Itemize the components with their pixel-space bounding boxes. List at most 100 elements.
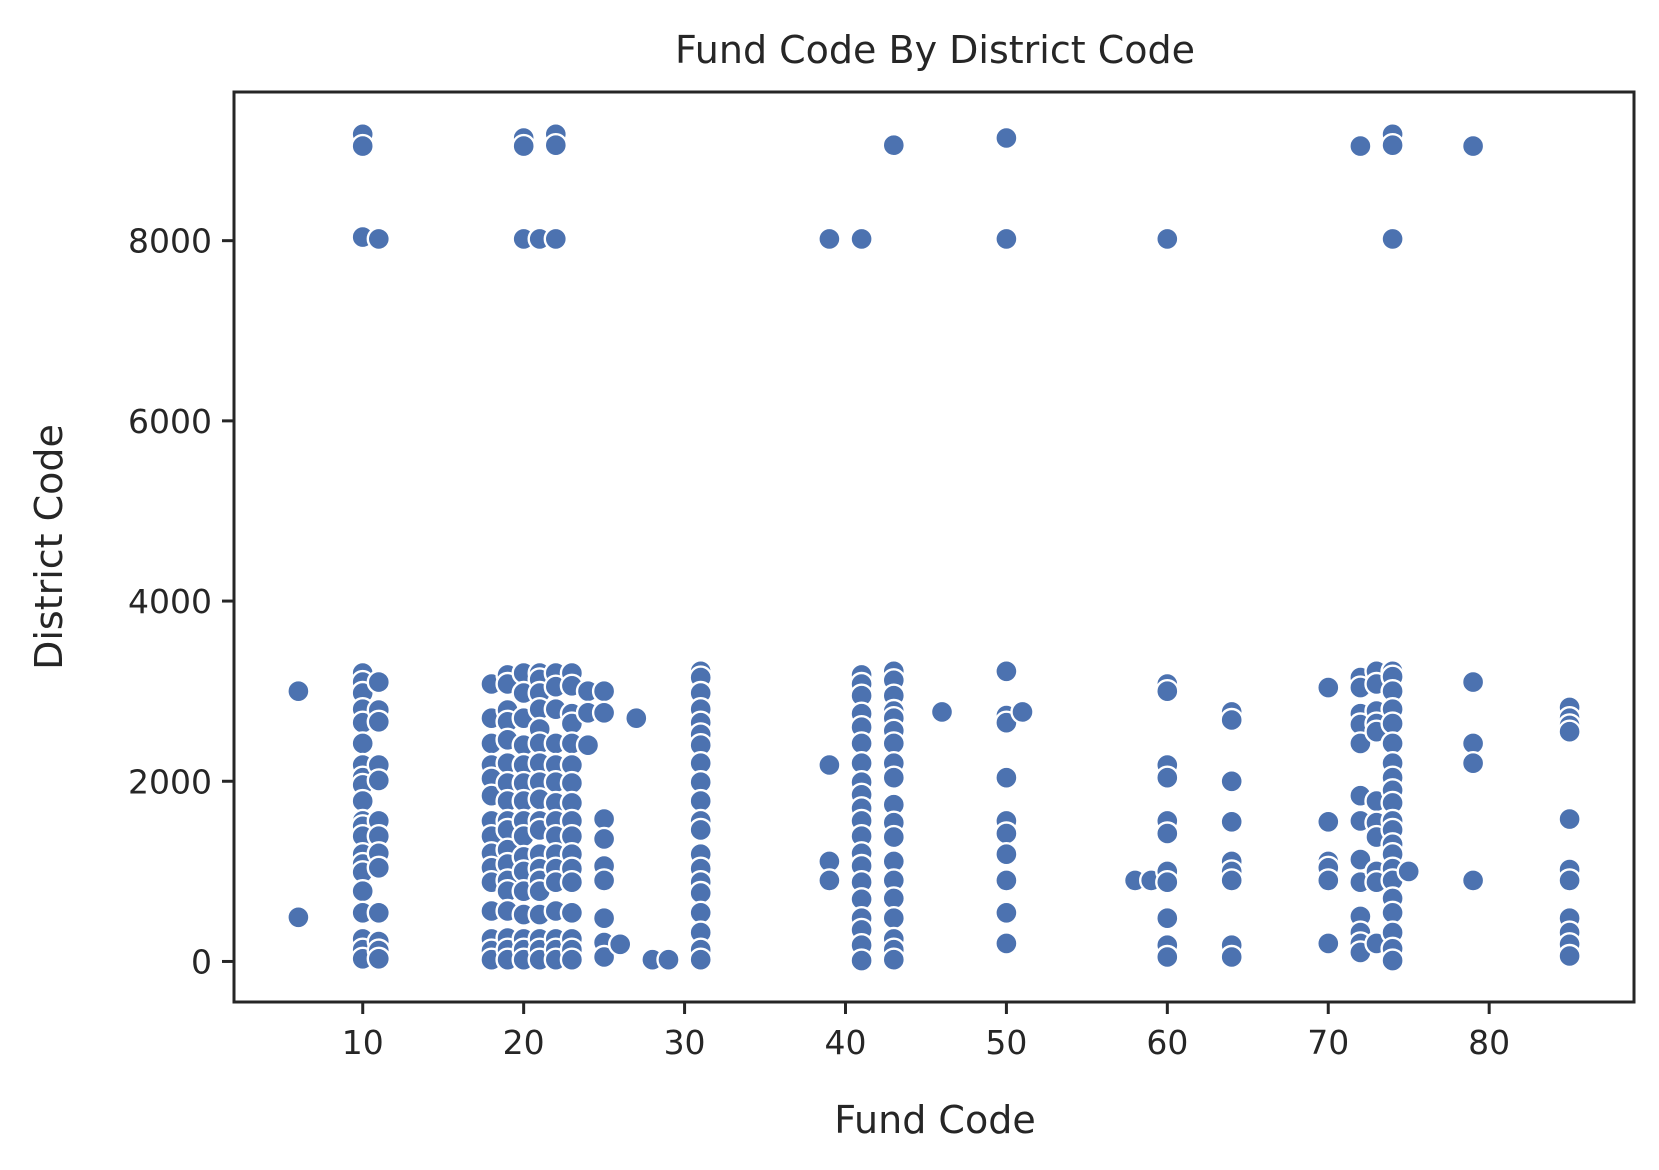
y-tick-label: 6000 bbox=[128, 402, 212, 441]
data-point bbox=[591, 944, 617, 970]
plot-frame bbox=[232, 90, 1636, 1004]
data-point bbox=[286, 679, 311, 704]
data-point bbox=[1460, 133, 1486, 159]
data-point bbox=[817, 868, 842, 893]
data-point bbox=[350, 879, 375, 904]
data-point bbox=[994, 900, 1019, 925]
data-point bbox=[1316, 868, 1341, 893]
data-point bbox=[994, 931, 1019, 956]
data-point bbox=[591, 679, 617, 704]
data-point bbox=[817, 752, 842, 778]
x-tick-label: 60 bbox=[1146, 1023, 1188, 1062]
data-point bbox=[881, 947, 906, 972]
x-tick-label: 70 bbox=[1307, 1023, 1349, 1062]
data-point bbox=[688, 817, 713, 843]
data-point bbox=[849, 948, 874, 973]
x-tick-label: 10 bbox=[342, 1023, 384, 1062]
data-point bbox=[1316, 809, 1341, 834]
data-point bbox=[994, 821, 1019, 846]
data-point bbox=[543, 226, 568, 252]
data-point bbox=[1557, 719, 1582, 744]
data-point bbox=[1380, 948, 1405, 973]
data-point bbox=[881, 132, 906, 158]
x-tick-label: 20 bbox=[503, 1023, 545, 1062]
data-point bbox=[1155, 906, 1180, 931]
data-point bbox=[994, 659, 1019, 684]
data-point bbox=[286, 905, 311, 930]
data-point bbox=[1155, 944, 1180, 970]
data-point bbox=[366, 768, 391, 793]
data-point bbox=[559, 870, 585, 895]
data-point bbox=[624, 706, 649, 731]
data-point bbox=[366, 226, 391, 252]
data-point bbox=[366, 709, 391, 734]
chart-title: Fund Code By District Code bbox=[675, 28, 1195, 72]
data-point bbox=[559, 900, 585, 925]
data-point bbox=[350, 731, 375, 756]
data-point bbox=[366, 900, 391, 925]
data-point bbox=[608, 932, 633, 957]
data-point bbox=[929, 699, 955, 725]
data-point bbox=[559, 947, 585, 972]
data-point bbox=[1219, 809, 1244, 834]
data-point bbox=[1219, 707, 1244, 733]
x-tick-label: 80 bbox=[1468, 1023, 1510, 1062]
data-point bbox=[1219, 868, 1244, 893]
data-point bbox=[817, 226, 842, 252]
data-point bbox=[1155, 821, 1180, 846]
y-tick-label: 0 bbox=[191, 942, 212, 981]
x-tick-label: 50 bbox=[985, 1023, 1027, 1062]
data-point bbox=[1380, 132, 1405, 158]
data-point bbox=[591, 868, 617, 893]
data-point bbox=[1460, 868, 1486, 893]
data-point bbox=[591, 906, 617, 931]
data-point bbox=[350, 133, 375, 159]
data-point bbox=[656, 947, 681, 972]
data-point bbox=[1155, 226, 1180, 252]
data-point bbox=[1155, 679, 1180, 704]
data-point bbox=[511, 133, 536, 159]
data-point bbox=[881, 824, 906, 850]
data-point bbox=[1396, 859, 1421, 884]
y-axis-label: District Code bbox=[27, 424, 71, 670]
data-point bbox=[1010, 699, 1035, 725]
data-point bbox=[688, 947, 713, 972]
data-point bbox=[994, 868, 1019, 893]
data-point bbox=[994, 842, 1019, 867]
x-tick-label: 40 bbox=[824, 1023, 866, 1062]
data-point bbox=[1155, 870, 1180, 895]
data-point bbox=[1557, 943, 1582, 969]
data-point bbox=[1380, 226, 1405, 252]
data-point bbox=[366, 855, 391, 880]
points-layer bbox=[286, 122, 1582, 973]
data-point bbox=[1155, 765, 1180, 790]
x-tick-label: 30 bbox=[664, 1023, 706, 1062]
data-point bbox=[366, 669, 391, 695]
y-tick-label: 2000 bbox=[128, 762, 212, 801]
data-point bbox=[1316, 675, 1341, 700]
x-axis-label: Fund Code bbox=[834, 1098, 1035, 1142]
data-point bbox=[994, 125, 1019, 151]
data-point bbox=[1557, 868, 1582, 893]
data-point bbox=[1316, 931, 1341, 956]
y-tick-label: 4000 bbox=[128, 582, 212, 621]
data-point bbox=[543, 132, 568, 158]
data-point bbox=[591, 826, 617, 852]
data-point bbox=[1557, 806, 1582, 832]
data-point bbox=[1348, 133, 1373, 159]
data-point bbox=[1219, 769, 1244, 794]
ticks-layer: 10 20 30 40 50 60 70 80 0 2000 4000 6000 8000 bbox=[128, 222, 1510, 1062]
data-point bbox=[1219, 944, 1244, 970]
y-tick-label: 8000 bbox=[128, 222, 212, 261]
data-point bbox=[1460, 669, 1486, 695]
data-point bbox=[1460, 751, 1486, 776]
data-point bbox=[1348, 731, 1373, 756]
data-point bbox=[591, 700, 617, 725]
data-point bbox=[994, 765, 1019, 790]
data-point bbox=[881, 906, 906, 931]
data-point bbox=[366, 946, 391, 971]
data-point bbox=[849, 226, 874, 252]
data-point bbox=[575, 733, 601, 758]
data-point bbox=[994, 226, 1019, 252]
